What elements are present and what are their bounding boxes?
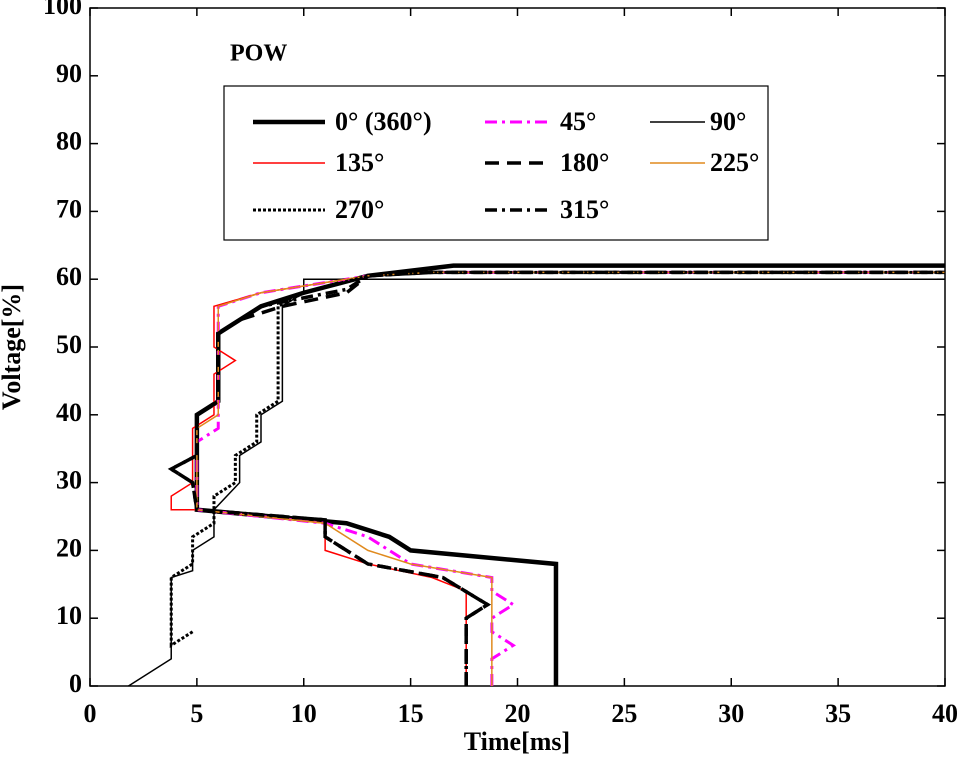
x-axis-label: Time[ms] <box>464 727 570 756</box>
x-tick-label: 25 <box>611 699 637 728</box>
y-tick-label: 40 <box>56 398 82 427</box>
series-line <box>196 271 945 686</box>
x-tick-label: 15 <box>398 699 424 728</box>
y-tick-label: 100 <box>43 0 82 20</box>
legend-label: 180° <box>560 148 609 177</box>
series-line <box>169 270 945 649</box>
legend-label: 90° <box>710 107 746 136</box>
annotation: POW <box>230 41 287 67</box>
series-line <box>195 270 945 686</box>
y-tick-label: 10 <box>56 601 82 630</box>
legend-label: 225° <box>710 148 759 177</box>
y-tick-label: 50 <box>56 330 82 359</box>
legend-label: 135° <box>335 148 384 177</box>
x-tick-label: 10 <box>291 699 317 728</box>
x-tick-label: 30 <box>718 699 744 728</box>
y-tick-label: 80 <box>56 127 82 156</box>
legend-label: 45° <box>560 107 596 136</box>
x-tick-label: 5 <box>190 699 203 728</box>
legend-label: 0° (360°) <box>335 107 432 136</box>
y-axis-label: Voltage[%] <box>0 284 26 410</box>
legend-label: 315° <box>560 195 609 224</box>
series-line <box>128 278 945 687</box>
y-tick-label: 20 <box>56 533 82 562</box>
legend-label: 270° <box>335 195 384 224</box>
series-line <box>194 263 945 686</box>
x-tick-label: 0 <box>84 699 97 728</box>
y-tick-label: 70 <box>56 194 82 223</box>
y-tick-label: 60 <box>56 262 82 291</box>
y-tick-label: 0 <box>69 669 82 698</box>
y-tick-label: 30 <box>56 466 82 495</box>
y-tick-label: 90 <box>56 59 82 88</box>
x-tick-label: 40 <box>932 699 958 728</box>
x-tick-label: 20 <box>505 699 531 728</box>
x-tick-label: 35 <box>825 699 851 728</box>
